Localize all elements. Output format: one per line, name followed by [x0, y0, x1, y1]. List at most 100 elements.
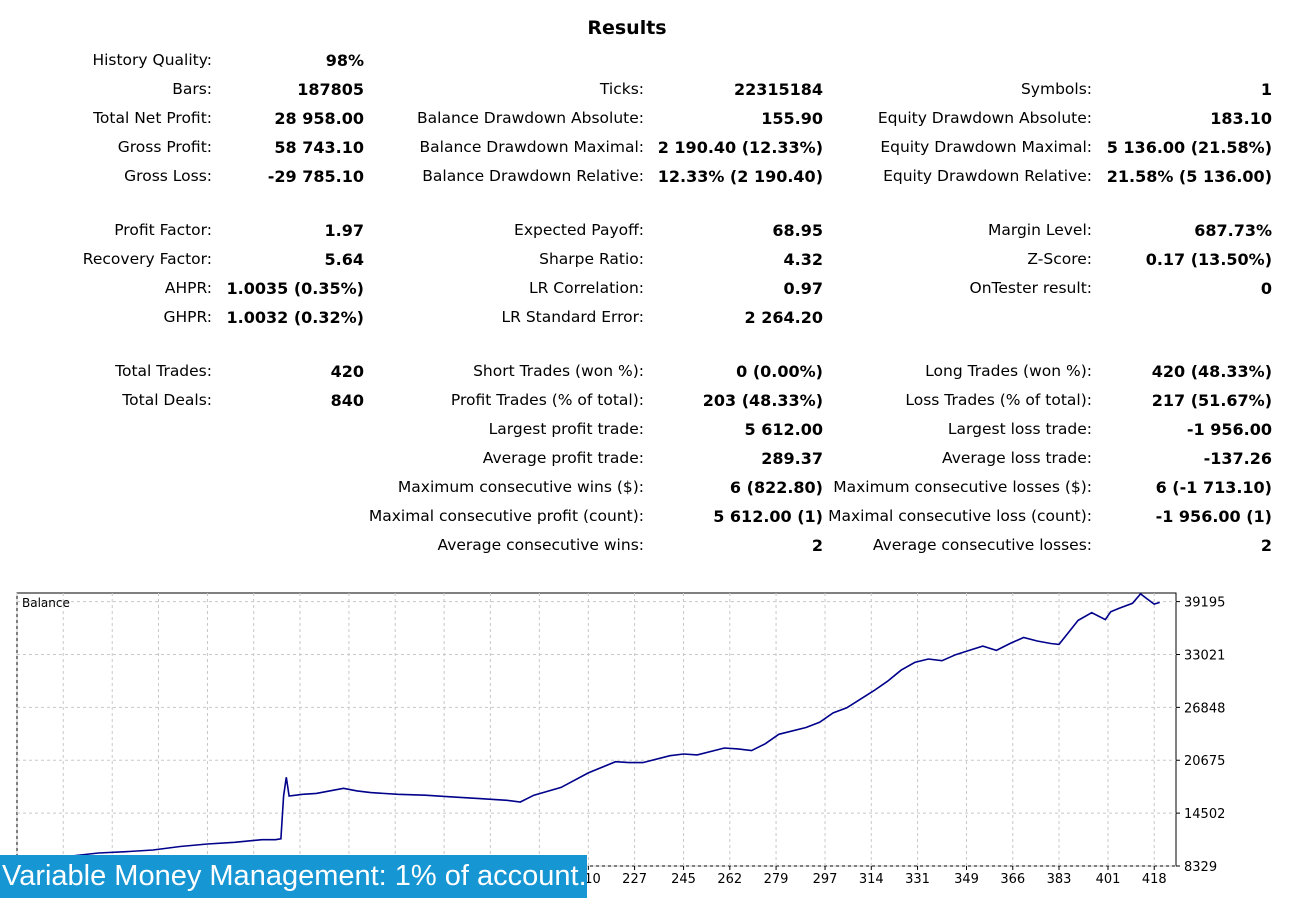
- stat-value-history_quality: 98%: [325, 51, 364, 70]
- stat-value-bars: 187805: [297, 80, 364, 99]
- balance-chart: 8329145022067526848330213919501735527087…: [0, 560, 1304, 899]
- chart-legend-label: Balance: [22, 596, 70, 610]
- x-tick-label: 297: [813, 872, 838, 887]
- stat-value-largest_loss: -1 956.00: [1186, 420, 1272, 439]
- stat-label-short_trades: Short Trades (won %):: [473, 362, 644, 380]
- stat-label-lr_std_error: LR Standard Error:: [501, 308, 644, 326]
- stat-label-avg_consec_wins: Average consecutive wins:: [437, 536, 645, 554]
- stat-label-profit_trades: Profit Trades (% of total):: [450, 391, 644, 409]
- stat-value-ticks: 22315184: [733, 80, 823, 99]
- stat-label-maximal_consec_profit: Maximal consecutive profit (count):: [368, 507, 644, 525]
- stat-value-profit_factor: 1.97: [324, 221, 364, 240]
- x-tick-label: 418: [1142, 872, 1167, 887]
- stat-label-margin_level: Margin Level:: [987, 221, 1092, 239]
- stat-value-ontester: 0: [1260, 279, 1272, 298]
- stat-label-balance_dd_abs: Balance Drawdown Absolute:: [417, 109, 644, 127]
- stat-label-maximal_consec_loss: Maximal consecutive loss (count):: [828, 507, 1092, 525]
- stat-label-expected_payoff: Expected Payoff:: [514, 221, 644, 239]
- stat-value-maximal_consec_loss: -1 956.00 (1): [1155, 507, 1272, 526]
- plot-frame: [16, 592, 1177, 867]
- stat-value-avg_consec_wins: 2: [811, 536, 823, 555]
- stat-value-long_trades: 420 (48.33%): [1151, 362, 1272, 381]
- stat-value-balance_dd_max: 2 190.40 (12.33%): [657, 138, 823, 157]
- stat-label-z_score: Z-Score:: [1027, 250, 1092, 268]
- stat-label-total_net_profit: Total Net Profit:: [93, 109, 212, 127]
- stat-label-gross_profit: Gross Profit:: [117, 138, 212, 156]
- stat-value-short_trades: 0 (0.00%): [736, 362, 823, 381]
- stat-label-ahpr: AHPR:: [164, 279, 212, 297]
- stat-value-ahpr: 1.0035 (0.35%): [226, 279, 364, 298]
- stat-value-z_score: 0.17 (13.50%): [1145, 250, 1272, 269]
- stat-label-lr_correlation: LR Correlation:: [528, 279, 644, 297]
- stat-value-sharpe_ratio: 4.32: [783, 250, 823, 269]
- stat-label-equity_dd_max: Equity Drawdown Maximal:: [880, 138, 1092, 156]
- stat-label-avg_profit: Average profit trade:: [482, 449, 644, 467]
- stat-value-largest_profit: 5 612.00: [744, 420, 823, 439]
- stat-label-ticks: Ticks:: [599, 80, 644, 98]
- stat-value-avg_consec_losses: 2: [1260, 536, 1272, 555]
- stat-value-profit_trades: 203 (48.33%): [702, 391, 823, 410]
- stat-value-lr_correlation: 0.97: [783, 279, 823, 298]
- x-tick-label: 245: [671, 872, 696, 887]
- results-title: Results: [587, 17, 667, 39]
- stat-label-balance_dd_rel: Balance Drawdown Relative:: [422, 167, 644, 185]
- stat-label-gross_loss: Gross Loss:: [124, 167, 212, 185]
- balance-series-line: [16, 592, 1160, 859]
- stat-value-symbols: 1: [1260, 80, 1272, 99]
- stat-label-history_quality: History Quality:: [92, 51, 212, 69]
- stat-value-max_consec_wins: 6 (822.80): [729, 478, 823, 497]
- balance-chart-svg: 8329145022067526848330213919501735527087…: [13, 592, 1225, 887]
- x-tick-label: 366: [1000, 872, 1025, 887]
- stat-value-max_consec_losses: 6 (-1 713.10): [1155, 478, 1272, 497]
- stat-label-recovery_factor: Recovery Factor:: [82, 250, 212, 268]
- stat-value-avg_loss: -137.26: [1203, 449, 1272, 468]
- x-tick-label: 279: [764, 872, 789, 887]
- stat-value-gross_loss: -29 785.10: [267, 167, 364, 186]
- x-tick-label: 227: [622, 872, 647, 887]
- y-tick-label: 20675: [1184, 754, 1225, 769]
- stat-value-gross_profit: 58 743.10: [274, 138, 364, 157]
- stat-value-avg_profit: 289.37: [761, 449, 823, 468]
- stat-label-largest_profit: Largest profit trade:: [488, 420, 644, 438]
- stat-label-max_consec_losses: Maximum consecutive losses ($):: [833, 478, 1092, 496]
- stat-value-maximal_consec_profit: 5 612.00 (1): [713, 507, 823, 526]
- stat-value-equity_dd_abs: 183.10: [1210, 109, 1272, 128]
- stat-value-equity_dd_max: 5 136.00 (21.58%): [1106, 138, 1272, 157]
- y-tick-label: 14502: [1184, 807, 1225, 822]
- stat-value-ghpr: 1.0032 (0.32%): [226, 308, 364, 327]
- stat-value-expected_payoff: 68.95: [772, 221, 823, 240]
- x-tick-label: 401: [1096, 872, 1121, 887]
- stat-value-loss_trades: 217 (51.67%): [1151, 391, 1272, 410]
- stat-value-equity_dd_rel: 21.58% (5 136.00): [1106, 167, 1272, 186]
- stat-value-lr_std_error: 2 264.20: [744, 308, 823, 327]
- stat-label-symbols: Symbols:: [1020, 80, 1092, 98]
- x-tick-label: 314: [859, 872, 884, 887]
- x-tick-label: 349: [954, 872, 979, 887]
- stat-label-ontester: OnTester result:: [969, 279, 1092, 297]
- stat-label-bars: Bars:: [172, 80, 212, 98]
- stat-label-loss_trades: Loss Trades (% of total):: [905, 391, 1092, 409]
- x-tick-label: 262: [717, 872, 742, 887]
- stat-value-balance_dd_abs: 155.90: [761, 109, 823, 128]
- stat-label-max_consec_wins: Maximum consecutive wins ($):: [397, 478, 644, 496]
- stat-label-sharpe_ratio: Sharpe Ratio:: [539, 250, 644, 268]
- stat-label-long_trades: Long Trades (won %):: [925, 362, 1092, 380]
- stat-value-balance_dd_rel: 12.33% (2 190.40): [657, 167, 823, 186]
- stat-label-avg_consec_losses: Average consecutive losses:: [872, 536, 1092, 554]
- stat-label-largest_loss: Largest loss trade:: [947, 420, 1092, 438]
- y-tick-label: 33021: [1184, 648, 1225, 663]
- stat-value-total_deals: 840: [330, 391, 364, 410]
- stat-label-total_deals: Total Deals:: [122, 391, 212, 409]
- x-tick-label: 383: [1047, 872, 1072, 887]
- money-management-banner: Variable Money Management: 1% of account…: [0, 855, 587, 898]
- stat-label-equity_dd_rel: Equity Drawdown Relative:: [883, 167, 1092, 185]
- y-tick-label: 39195: [1184, 596, 1225, 611]
- stat-label-total_trades: Total Trades:: [115, 362, 212, 380]
- stat-label-profit_factor: Profit Factor:: [114, 221, 212, 239]
- stat-value-total_net_profit: 28 958.00: [274, 109, 364, 128]
- y-tick-label: 26848: [1184, 701, 1225, 716]
- x-tick-label: 331: [905, 872, 930, 887]
- stat-value-recovery_factor: 5.64: [324, 250, 364, 269]
- stat-label-ghpr: GHPR:: [163, 308, 212, 326]
- stat-value-total_trades: 420: [330, 362, 364, 381]
